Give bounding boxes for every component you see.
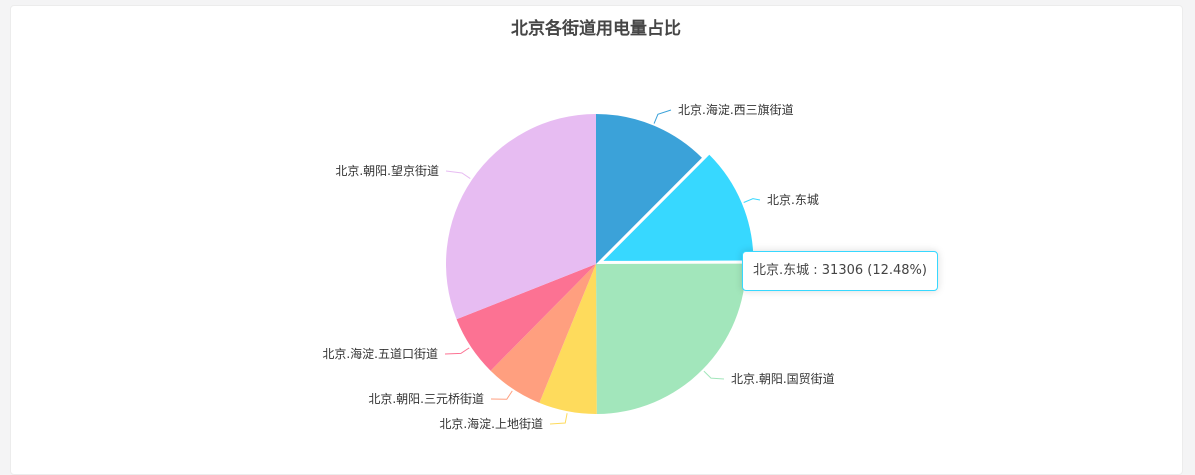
slice-label: 北京.海淀.西三旗街道 — [678, 102, 794, 117]
pie-slice[interactable] — [596, 263, 746, 414]
chart-tooltip: 北京.东城 : 31306 (12.48%) — [742, 251, 938, 291]
slice-label: 北京.朝阳.望京街道 — [335, 164, 439, 178]
label-leader-line — [703, 370, 725, 380]
label-leader-line — [653, 109, 672, 124]
pie-slice[interactable] — [603, 154, 754, 261]
slice-label: 北京.朝阳.三元桥街道 — [368, 392, 484, 406]
pie-slice[interactable] — [539, 264, 597, 414]
label-leader-line — [444, 347, 470, 355]
slice-label: 北京.朝阳.国贸街道 — [731, 372, 835, 386]
slice-label: 北京.海淀.五道口街道 — [322, 346, 438, 361]
label-leader-line — [549, 413, 568, 425]
pie-slice[interactable] — [445, 114, 596, 320]
slice-label: 北京.东城 — [767, 193, 819, 207]
slice-label: 北京.海淀.上地街道 — [439, 416, 543, 431]
label-leader-line — [445, 170, 471, 180]
pie-slice[interactable] — [596, 114, 702, 264]
pie-slice[interactable] — [490, 264, 596, 403]
label-leader-line — [490, 390, 513, 400]
pie-slice[interactable] — [456, 264, 596, 371]
chart-title: 北京各街道用电量占比 — [511, 18, 681, 39]
label-leader-line — [743, 198, 761, 203]
